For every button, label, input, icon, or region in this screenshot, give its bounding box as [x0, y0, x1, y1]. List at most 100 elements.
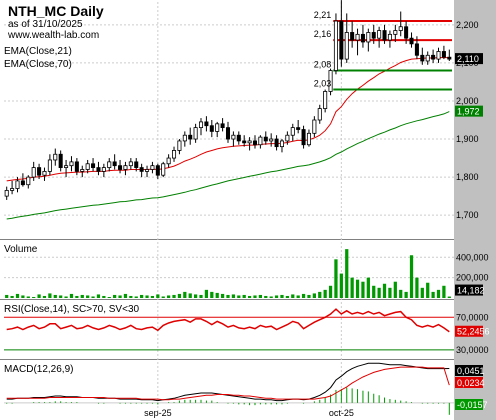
volume-bar — [415, 277, 419, 298]
volume-bar — [37, 294, 41, 298]
candle-up-body — [64, 165, 69, 168]
candle — [96, 161, 101, 176]
volume-tick-label: 200,000 — [456, 273, 489, 283]
resistance-level-label: 2,21 — [314, 10, 332, 20]
candle-up-body — [161, 163, 166, 176]
volume-bar — [231, 294, 236, 298]
volume-bar — [409, 255, 414, 298]
candle-up-body — [101, 167, 106, 172]
candle-up-body — [377, 30, 382, 39]
volume-bar — [177, 293, 182, 298]
candle-down-body — [447, 56, 452, 60]
candle-down-body — [209, 125, 214, 132]
candle — [177, 139, 182, 155]
candle-up-body — [436, 51, 441, 60]
volume-bar — [129, 295, 133, 298]
volume-bar — [399, 289, 403, 298]
candle — [107, 158, 112, 172]
candle-up-body — [231, 134, 236, 140]
candle-up-body — [317, 108, 322, 121]
candle-up-body — [177, 140, 182, 151]
volume-bar — [102, 295, 106, 298]
candle — [425, 51, 430, 65]
candle — [323, 89, 328, 113]
candle-up-body — [10, 188, 15, 191]
candle — [333, 13, 338, 75]
candle — [155, 163, 160, 179]
candle — [312, 116, 317, 138]
volume-bar — [226, 294, 230, 298]
candle — [15, 177, 20, 193]
candle-up-body — [26, 176, 31, 186]
candle — [166, 154, 171, 168]
candle-up-body — [306, 132, 311, 146]
candle-down-body — [204, 121, 209, 127]
candle — [220, 118, 225, 132]
volume-bar — [312, 293, 316, 298]
source-url: www.wealth-lab.com — [7, 30, 99, 41]
candle — [10, 180, 15, 195]
candle — [350, 21, 355, 48]
candle — [382, 24, 387, 44]
candle — [404, 21, 409, 44]
candle-down-body — [112, 161, 117, 167]
candle-up-body — [198, 121, 204, 129]
candle — [231, 131, 236, 147]
candle — [215, 121, 220, 138]
candle — [366, 28, 371, 52]
volume-bar — [442, 285, 446, 298]
candle — [53, 148, 58, 166]
volume-last-badge-bg — [455, 284, 483, 296]
candle-up-body — [166, 157, 171, 165]
volume-bar — [21, 295, 25, 298]
candle-up-body — [172, 150, 177, 159]
candle — [198, 118, 204, 136]
volume-pane-title: Volume — [4, 244, 38, 255]
volume-bar — [48, 293, 52, 298]
candle-up-body — [312, 119, 317, 134]
candle — [371, 24, 376, 44]
rsi-pane-title: RSI(Close,14), SC>70, SV<30 — [4, 304, 140, 315]
volume-bar — [150, 295, 155, 298]
candle — [193, 123, 198, 143]
candle-down-body — [274, 138, 279, 148]
candle-up-body — [247, 140, 252, 144]
candle — [69, 156, 74, 172]
volume-bar — [220, 293, 225, 298]
volume-bar — [280, 294, 284, 298]
candle-down-body — [225, 127, 231, 140]
candle — [247, 137, 252, 151]
volume-bar — [172, 294, 176, 298]
candle-down-body — [350, 32, 355, 41]
candle-up-body — [387, 33, 392, 41]
candle — [328, 68, 333, 96]
candle — [269, 133, 274, 147]
candle — [290, 123, 295, 141]
macd-badge-bg — [455, 365, 483, 376]
candle — [188, 127, 193, 145]
candle-up-body — [15, 180, 20, 189]
candle — [360, 24, 365, 48]
volume-bar — [296, 295, 300, 298]
volume-bar — [291, 294, 295, 298]
volume-bar — [318, 291, 322, 298]
price-tick-label: 1,800 — [456, 172, 479, 182]
candle-down-body — [118, 165, 123, 170]
candle — [182, 131, 187, 147]
candle — [441, 45, 446, 60]
volume-bar — [285, 295, 289, 298]
candle — [101, 163, 106, 178]
volume-bar — [307, 294, 311, 298]
candle-down-body — [382, 30, 387, 41]
candle-up-body — [42, 170, 47, 176]
x-tick-label: sep-25 — [144, 408, 172, 418]
candle — [172, 146, 177, 162]
candle-up-body — [193, 127, 198, 140]
candle-up-body — [323, 91, 328, 109]
candle-up-body — [269, 138, 274, 142]
price-tick-label: 1,900 — [456, 134, 479, 144]
volume-bar — [161, 296, 165, 298]
candle-up-body — [279, 140, 284, 148]
candle-down-body — [188, 134, 193, 140]
